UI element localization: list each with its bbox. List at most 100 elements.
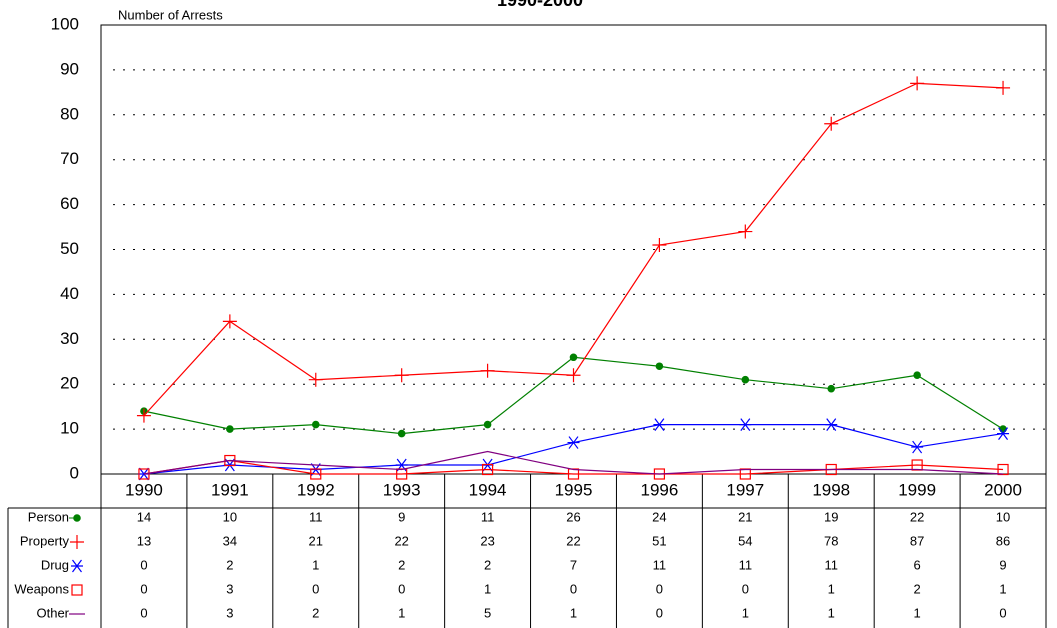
data-point	[824, 116, 839, 131]
data-point	[138, 468, 150, 480]
data-point	[481, 463, 494, 476]
legend-label: Property	[20, 533, 70, 548]
legend-label: Other	[36, 605, 69, 620]
data-point	[911, 440, 924, 454]
table-cell: 1	[914, 605, 921, 620]
table-cell: 11	[309, 509, 323, 524]
data-point	[310, 468, 322, 480]
data-point	[738, 224, 753, 239]
table-cell: 0	[570, 581, 577, 596]
data-point	[483, 420, 492, 429]
table-cell: 5	[484, 605, 491, 620]
table-cell: 2	[914, 581, 921, 596]
y-tick-label: 100	[51, 14, 79, 33]
table-cell: 0	[140, 581, 147, 596]
table-cell: 1	[828, 605, 835, 620]
table-cell: 10	[996, 509, 1010, 524]
table-cell: 2	[398, 557, 405, 572]
table-cell: 54	[738, 533, 752, 548]
y-tick-label: 50	[60, 239, 79, 258]
y-tick-label: 0	[70, 463, 79, 482]
table-cell: 21	[738, 509, 752, 524]
table-cell: 0	[312, 581, 319, 596]
table-cell: 10	[223, 509, 237, 524]
table-cell: 2	[484, 557, 491, 572]
x-tick-label: 1998	[812, 480, 850, 499]
table-cell: 51	[652, 533, 666, 548]
table-cell: 2	[226, 557, 233, 572]
table-cell: 1	[570, 605, 577, 620]
legend-label: Person	[28, 509, 69, 524]
y-tick-label: 70	[60, 149, 79, 168]
data-point	[569, 353, 578, 362]
table-cell: 11	[824, 557, 838, 572]
data-point	[741, 375, 750, 384]
y-tick-label: 30	[60, 329, 79, 348]
table-cell: 9	[398, 509, 405, 524]
data-point	[397, 429, 406, 438]
x-tick-label: 1991	[211, 480, 249, 499]
table-cell: 1	[398, 605, 405, 620]
data-point	[311, 420, 320, 429]
table-cell: 1	[828, 581, 835, 596]
table-cell: 11	[481, 509, 495, 524]
table-cell: 0	[140, 557, 147, 572]
table-cell: 11	[653, 557, 667, 572]
table-cell: 78	[824, 533, 838, 548]
table-cell: 22	[566, 533, 580, 548]
data-point	[567, 436, 580, 449]
data-point	[653, 418, 666, 431]
y-tick-label: 90	[60, 59, 79, 78]
table-cell: 87	[910, 533, 924, 548]
table-cell: 0	[656, 605, 663, 620]
data-point	[226, 425, 234, 433]
data-point	[997, 463, 1009, 476]
data-point	[827, 384, 836, 393]
x-tick-label: 1997	[726, 480, 764, 499]
x-tick-label: 2000	[984, 480, 1022, 499]
data-point	[739, 418, 752, 431]
data-point	[655, 362, 664, 371]
table-cell: 22	[910, 509, 924, 524]
table-cell: 0	[742, 581, 749, 596]
table-cell: 3	[226, 581, 233, 596]
table-cell: 34	[223, 533, 237, 548]
y-tick-label: 80	[60, 104, 79, 123]
table-cell: 86	[996, 533, 1010, 548]
table-cell: 19	[824, 509, 838, 524]
table-cell: 3	[226, 605, 233, 620]
legend-label: Weapons	[14, 581, 69, 596]
table-cell: 13	[137, 533, 151, 548]
data-point	[308, 372, 323, 387]
table-cell: 1	[312, 557, 319, 572]
table-cell: 7	[570, 557, 577, 572]
data-point	[825, 418, 838, 431]
legend-marker	[70, 535, 84, 549]
y-tick-label: 40	[60, 284, 79, 303]
x-tick-label: 1992	[297, 480, 335, 499]
data-point	[997, 427, 1010, 440]
y-tick-label: 10	[60, 419, 79, 438]
table-cell: 0	[140, 605, 147, 620]
table-cell: 26	[566, 509, 580, 524]
legend-label: Drug	[41, 557, 69, 572]
data-point	[480, 363, 495, 378]
series-line	[143, 450, 1004, 475]
table-cell: 21	[309, 533, 323, 548]
x-tick-label: 1990	[125, 480, 163, 499]
table-cell: 24	[652, 509, 666, 524]
table-cell: 6	[914, 557, 921, 572]
table-cell: 9	[999, 557, 1006, 572]
series-line	[143, 459, 1004, 475]
data-point	[136, 408, 151, 423]
table-cell: 2	[312, 605, 319, 620]
table-cell: 1	[742, 605, 749, 620]
table-cell: 1	[484, 581, 491, 596]
y-axis-label: Number of Arrests	[118, 7, 223, 22]
x-tick-label: 1999	[898, 480, 936, 499]
table-cell: 1	[999, 581, 1006, 596]
table-cell: 14	[137, 509, 151, 524]
data-point	[222, 314, 237, 329]
data-point	[394, 368, 409, 383]
data-point	[910, 76, 925, 91]
